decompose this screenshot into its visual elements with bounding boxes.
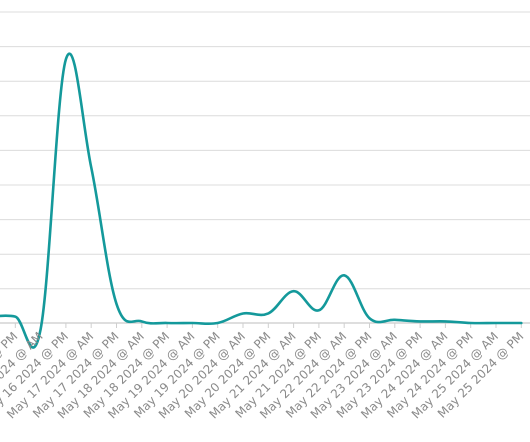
- x-axis: [0, 322, 530, 328]
- series-line: [0, 52, 523, 349]
- gridlines: [0, 11, 530, 290]
- series-line-group: [0, 52, 523, 349]
